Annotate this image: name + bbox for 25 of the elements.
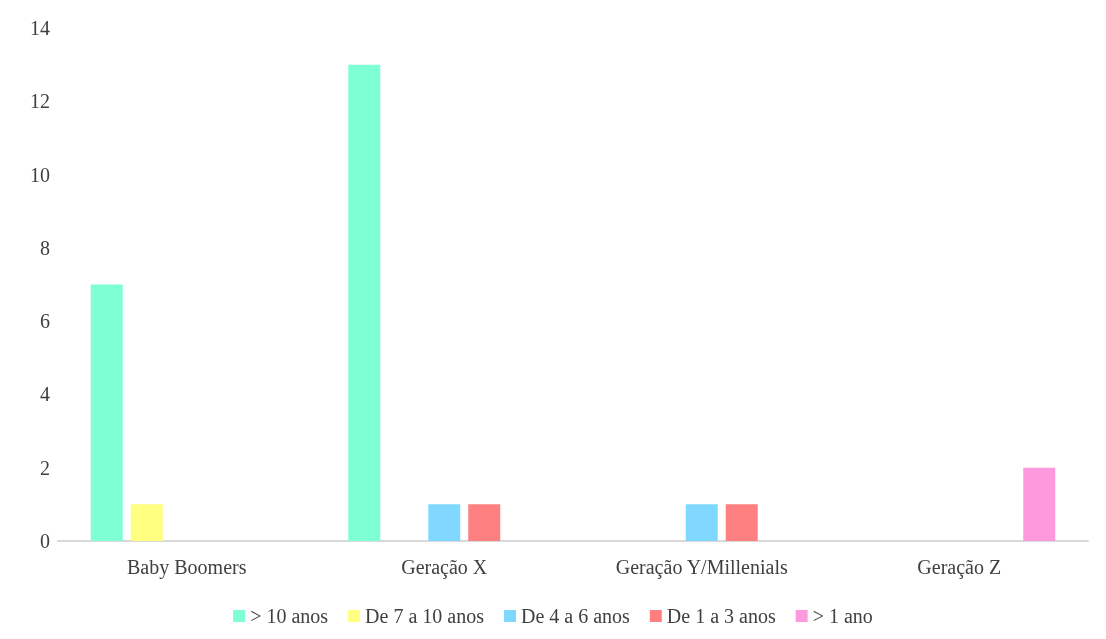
bar [468, 504, 501, 541]
y-tick-label: 14 [30, 17, 50, 39]
y-tick-label: 2 [40, 456, 50, 479]
legend-label: De 1 a 3 anos [666, 605, 776, 627]
y-tick-label: 6 [40, 310, 50, 333]
bar [348, 64, 381, 541]
bar [725, 504, 758, 541]
legend-label: De 4 a 6 anos [520, 605, 631, 627]
y-tick-label: 0 [40, 530, 50, 552]
y-tick-label: 4 [40, 383, 50, 406]
bar [90, 284, 123, 541]
x-tick-label: Geração X [401, 556, 488, 579]
bar [428, 504, 461, 541]
x-tick-label: Baby Boomers [127, 556, 247, 579]
y-tick-label: 12 [30, 90, 50, 113]
y-tick-label: 8 [40, 236, 50, 259]
x-tick-label: Geração Z [917, 556, 1002, 579]
legend-label: > 10 anos [250, 605, 329, 627]
bar [685, 504, 718, 541]
legend-label: De 7 a 10 anos [365, 605, 485, 627]
legend-label: > 1 ano [812, 605, 873, 627]
bar [1023, 467, 1056, 541]
y-tick-label: 10 [30, 163, 50, 186]
bar [130, 504, 163, 541]
x-tick-label: Geração Y/Millenials [615, 556, 788, 579]
